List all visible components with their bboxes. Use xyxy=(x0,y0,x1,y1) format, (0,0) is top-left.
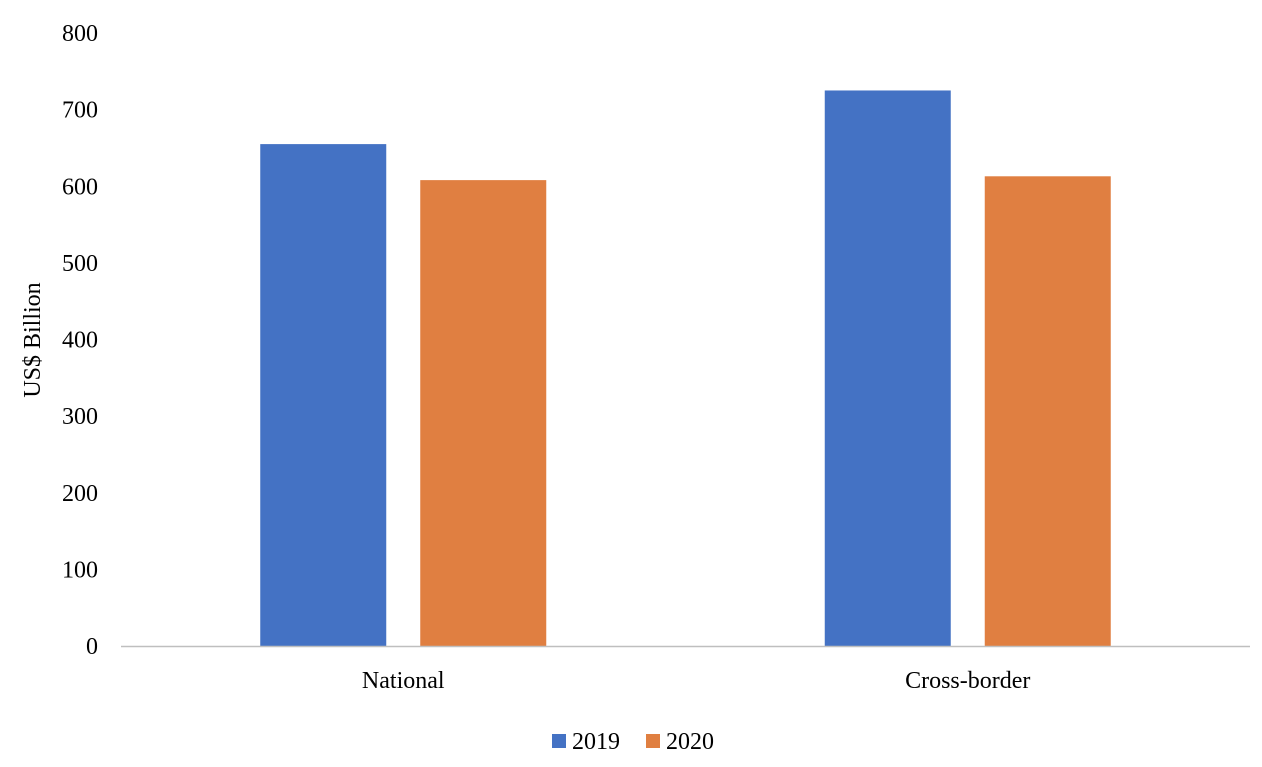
y-tick-label: 400 xyxy=(62,328,98,354)
y-tick-label: 600 xyxy=(62,174,98,200)
bar-2020-cross-border xyxy=(984,176,1111,646)
y-axis-title: US$ Billion xyxy=(20,282,46,397)
x-category-label: Cross-border xyxy=(905,668,1030,694)
legend: 2019 2020 xyxy=(552,729,714,755)
y-axis-ticks: 0 100 200 300 400 500 600 700 800 xyxy=(62,21,98,660)
y-tick-label: 200 xyxy=(62,481,98,507)
y-tick-label: 0 xyxy=(86,634,98,660)
bar-series-group xyxy=(260,90,1111,646)
y-tick-label: 300 xyxy=(62,404,98,430)
bar-2019-national xyxy=(260,144,387,646)
legend-label-2019: 2019 xyxy=(572,729,620,755)
y-tick-label: 100 xyxy=(62,557,98,583)
legend-swatch-2019 xyxy=(552,734,566,748)
bar-2019-cross-border xyxy=(824,90,951,646)
x-axis-category-labels: National Cross-border xyxy=(362,668,1030,694)
bar-2020-national xyxy=(420,180,547,646)
x-category-label: National xyxy=(362,668,445,694)
y-tick-label: 700 xyxy=(62,98,98,124)
legend-label-2020: 2020 xyxy=(666,729,714,755)
y-tick-label: 500 xyxy=(62,251,98,277)
legend-swatch-2020 xyxy=(646,734,660,748)
y-tick-label: 800 xyxy=(62,21,98,47)
